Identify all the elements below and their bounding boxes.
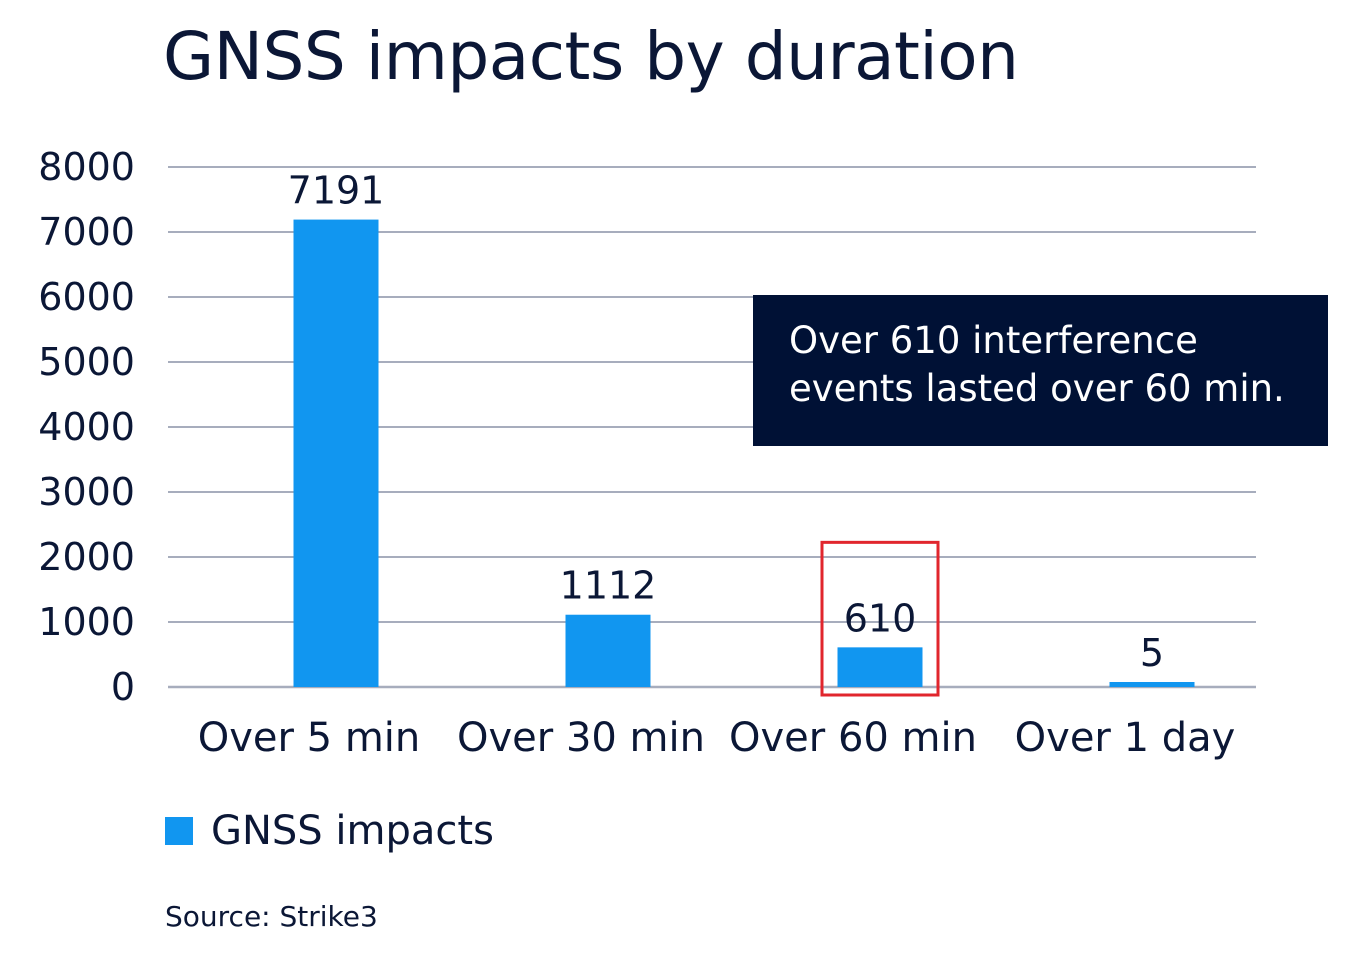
data-label: 1112 [560, 564, 657, 608]
y-tick-label: 3000 [38, 470, 135, 514]
bar [837, 647, 923, 687]
x-tick-label: Over 5 min [198, 715, 421, 761]
callout-line-1: Over 610 interference [789, 319, 1198, 362]
y-tick-label: 5000 [38, 340, 135, 384]
legend: GNSS impacts [165, 808, 494, 854]
y-tick-label: 8000 [38, 145, 135, 189]
y-tick-label: 2000 [38, 535, 135, 579]
chart-title: GNSS impacts by duration [163, 18, 1019, 95]
y-axis-tick-labels: 0 1000 2000 3000 4000 5000 6000 7000 8000 [38, 145, 135, 709]
callout-annotation: Over 610 interference events lasted over… [753, 295, 1328, 446]
callout-line-2: events lasted over 60 min. [789, 367, 1285, 410]
x-tick-label: Over 60 min [729, 715, 977, 761]
data-label: 5 [1140, 631, 1164, 675]
x-tick-label: Over 30 min [457, 715, 705, 761]
y-tick-label: 1000 [38, 600, 135, 644]
data-label: 610 [844, 596, 917, 640]
y-tick-label: 0 [111, 665, 135, 709]
bars [293, 219, 1195, 687]
legend-label-gnss-impacts: GNSS impacts [211, 808, 494, 854]
source-note: Source: Strike3 [165, 900, 378, 933]
x-tick-label: Over 1 day [1015, 715, 1236, 761]
bar [293, 219, 379, 687]
highlight-layer [820, 540, 940, 697]
bar [1109, 682, 1195, 687]
data-label: 7191 [288, 169, 385, 213]
y-tick-label: 4000 [38, 405, 135, 449]
data-labels: 7191 1112 610 5 [288, 169, 1164, 675]
highlight-box [820, 540, 940, 697]
legend-swatch [165, 817, 193, 845]
x-axis-tick-labels: Over 5 min Over 30 min Over 60 min Over 1 d… [198, 715, 1236, 761]
y-tick-label: 7000 [38, 210, 135, 254]
y-tick-label: 6000 [38, 275, 135, 319]
bar [565, 614, 651, 687]
